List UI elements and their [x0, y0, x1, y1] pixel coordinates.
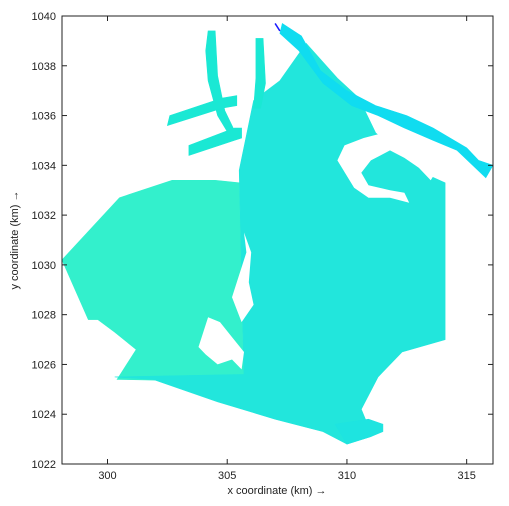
harbour-channel-north-region [205, 30, 235, 136]
y-tick-label: 1022 [32, 459, 56, 471]
harbour-channel-east-region [253, 38, 266, 109]
hole-islands-west [232, 232, 254, 323]
y-tick-label: 1028 [32, 310, 56, 322]
y-tick-label: 1038 [32, 61, 56, 73]
y-tick-label: 1032 [32, 210, 56, 222]
y-tick-label: 1024 [32, 409, 56, 421]
harbour-spur-mid-region [188, 127, 242, 156]
x-tick-label: 305 [218, 470, 236, 482]
y-ticks: 1022 1024 1026 1028 1030 1032 1034 1036 1038 1040 [32, 11, 493, 471]
harbour-spur-west-region [166, 95, 238, 126]
y-tick-label: 1034 [32, 160, 56, 172]
x-tick-label: 315 [457, 470, 475, 482]
x-axis-label: x coordinate (km) → [227, 485, 326, 497]
y-axis-label: y coordinate (km) → [9, 190, 21, 289]
plot-frame [61, 15, 494, 465]
x-ticks: 300 305 310 315 [98, 16, 476, 482]
x-tick-label: 300 [98, 470, 116, 482]
hole-islands-south [198, 317, 244, 370]
y-tick-label: 1026 [32, 359, 56, 371]
x-tick-label: 310 [338, 470, 356, 482]
y-tick-label: 1036 [32, 111, 56, 123]
hole-inner-harbour [337, 133, 441, 203]
south-tip-region [334, 418, 384, 445]
northern-coastal-strip-region [279, 23, 494, 179]
y-tick-label: 1040 [32, 11, 56, 23]
regions-layer [61, 23, 494, 445]
holes-layer [198, 23, 441, 370]
y-tick-label: 1030 [32, 260, 56, 272]
top-marker [274, 23, 281, 32]
